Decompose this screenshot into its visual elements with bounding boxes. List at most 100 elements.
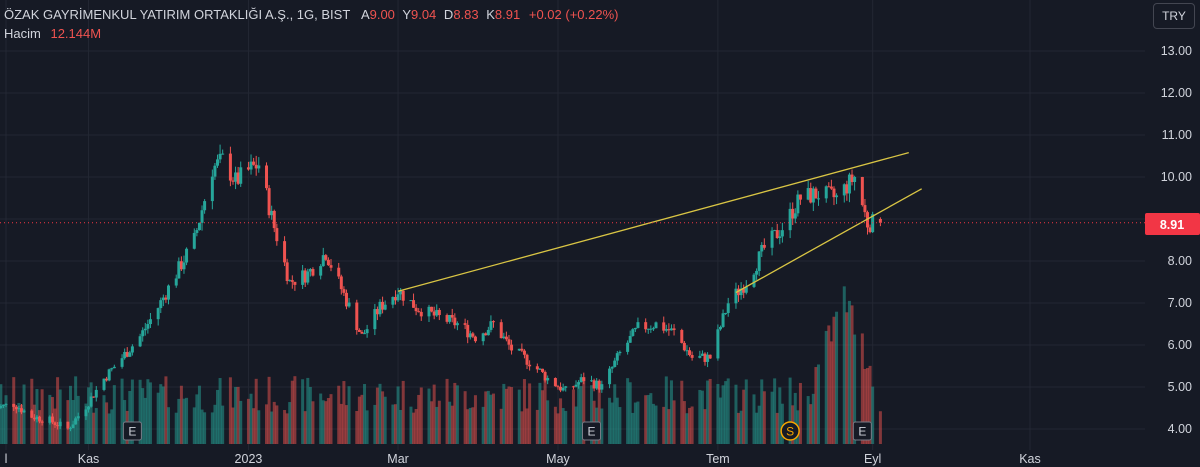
candle-body <box>128 352 132 357</box>
volume-bar <box>311 401 315 444</box>
candle-body <box>58 421 62 427</box>
candle-body <box>213 165 217 177</box>
marker-label: E <box>588 425 596 439</box>
volume-bar <box>218 378 222 444</box>
volume-bar <box>522 379 526 444</box>
candle-body <box>185 248 189 263</box>
volume-bar <box>239 400 243 444</box>
volume-bar <box>631 412 635 444</box>
volume-bar <box>760 379 764 444</box>
volume-bar <box>700 390 704 444</box>
y-tick-label: 7.00 <box>1168 296 1192 310</box>
candle-body <box>706 354 710 362</box>
candle-body <box>56 425 60 427</box>
volume-bar <box>809 404 813 444</box>
volume-bar <box>14 406 18 444</box>
earnings-event-marker[interactable]: E <box>852 421 872 441</box>
marker-label: E <box>858 425 866 439</box>
last-price-tag-bg <box>1145 213 1200 235</box>
candle-body <box>177 261 181 279</box>
candle-body <box>17 408 21 410</box>
candle-body <box>355 302 359 331</box>
candle-body <box>357 330 361 332</box>
candle-body <box>814 188 818 199</box>
candle-body <box>381 301 385 310</box>
earnings-event-marker[interactable]: E <box>122 421 142 441</box>
volume-bar <box>793 392 797 444</box>
candle-body <box>664 329 668 331</box>
volume-bar <box>780 403 784 444</box>
volume-bar <box>651 403 655 444</box>
volume-bar <box>419 387 423 444</box>
volume-bar <box>824 330 828 444</box>
volume-bar <box>381 391 385 444</box>
candle-body <box>192 232 196 249</box>
candle-body <box>396 294 400 301</box>
candle-body <box>324 255 328 260</box>
candle-body <box>708 354 712 359</box>
marker-box <box>582 421 602 441</box>
volume-bar <box>414 409 418 444</box>
volume-bar <box>649 393 653 444</box>
candle-body <box>502 336 506 339</box>
candle-body <box>724 312 728 314</box>
close-value: 8.91 <box>495 7 520 22</box>
volume-bar <box>646 395 650 444</box>
open-label: A <box>361 7 370 22</box>
volume-bar <box>200 409 204 444</box>
candle-body <box>468 333 472 338</box>
volume-bar <box>355 410 359 444</box>
volume-bar <box>275 405 279 444</box>
candle-body <box>303 270 307 283</box>
earnings-event-marker[interactable]: E <box>582 421 602 441</box>
volume-bar <box>615 397 619 444</box>
x-tick-label: Kas <box>1019 452 1041 466</box>
candle-body <box>159 300 163 309</box>
candle-body <box>742 288 746 293</box>
volume-bar <box>84 403 88 444</box>
volume-bar <box>718 397 722 444</box>
currency-button[interactable]: TRY <box>1153 3 1195 29</box>
volume-bar <box>510 387 514 444</box>
candle-body <box>326 259 330 266</box>
volume-bar <box>770 391 774 444</box>
volume-bar <box>182 398 186 444</box>
x-tick-label: Mar <box>387 452 409 466</box>
volume-bar <box>321 400 325 444</box>
volume-bar <box>528 383 532 444</box>
trendline <box>397 152 909 292</box>
candle-body <box>257 165 261 169</box>
volume-bar <box>87 387 91 444</box>
candle-body <box>618 351 622 354</box>
candle-body <box>391 297 395 305</box>
change-value: +0.02 (+0.22%) <box>529 7 619 22</box>
candle-body <box>378 301 382 315</box>
candle-body <box>582 377 586 382</box>
candle-body <box>22 410 26 413</box>
volume-bar <box>107 413 111 444</box>
volume-bar <box>156 392 160 444</box>
candle-body <box>564 386 568 388</box>
x-tick-label: 2023 <box>235 452 263 466</box>
candle-body <box>146 324 150 329</box>
candle-body <box>744 286 748 293</box>
candle-body <box>590 380 594 382</box>
candle-body <box>412 300 416 308</box>
candle-body <box>19 408 23 413</box>
volume-bar <box>301 379 305 444</box>
volume-bar <box>17 402 21 444</box>
candle-body <box>138 336 142 347</box>
candle-body <box>688 350 692 356</box>
candle-body <box>203 201 207 211</box>
candle-body <box>32 417 36 420</box>
volume-bar <box>486 390 490 444</box>
candle-body <box>868 227 872 233</box>
volume-bar <box>481 406 485 444</box>
volume-bar <box>538 382 542 444</box>
y-tick-label: 5.00 <box>1168 380 1192 394</box>
candle-body <box>651 328 655 330</box>
split-event-marker[interactable]: S <box>780 421 800 441</box>
volume-bar <box>89 382 93 444</box>
candle-body <box>166 285 170 300</box>
